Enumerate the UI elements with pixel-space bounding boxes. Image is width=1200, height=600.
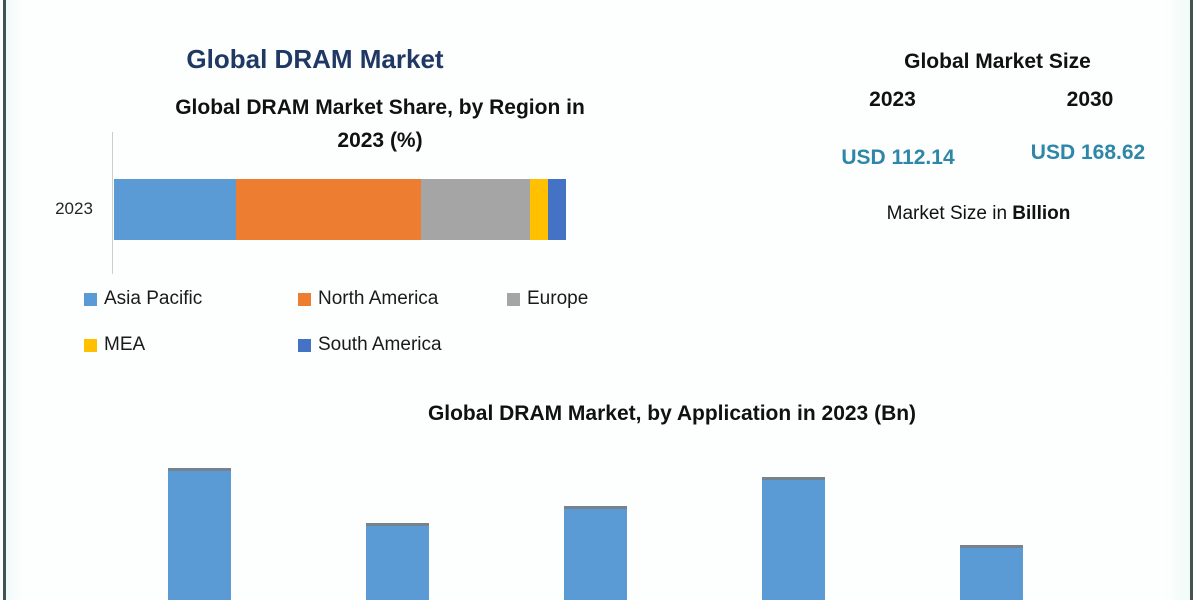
- legend-label-asia-pacific: Asia Pacific: [104, 288, 203, 309]
- market-size-title: Global Market Size: [904, 50, 1091, 73]
- application-bar-4: [761, 477, 825, 600]
- region-chart-title-line1: Global DRAM Market Share, by Region in: [175, 96, 585, 119]
- market-size-caption-prefix: Market Size in: [886, 203, 1013, 224]
- application-bar-1: [167, 468, 231, 600]
- legend-label-europe: Europe: [527, 288, 589, 309]
- right-frame-tint: [1166, 0, 1190, 600]
- legend-swatch-mea: [84, 339, 97, 352]
- region-chart-title: Global DRAM Market Share, by Region in 2…: [130, 91, 630, 157]
- legend-item-asia-pacific: Asia Pacific: [84, 288, 202, 310]
- market-size-year-2030: 2030: [1066, 88, 1114, 111]
- segment-mea: [529, 179, 548, 240]
- legend-swatch-north-america: [298, 293, 311, 306]
- legend-label-north-america: North America: [318, 288, 439, 309]
- market-size-year-2023: 2023: [869, 88, 916, 111]
- segment-asia-pacific: [114, 179, 237, 240]
- segment-europe: [421, 179, 530, 240]
- legend-swatch-europe: [507, 293, 520, 306]
- legend-item-north-america: North America: [298, 288, 438, 310]
- application-bar-5: [959, 545, 1023, 600]
- market-size-caption-unit: Billion: [1012, 203, 1071, 224]
- legend-label-mea: MEA: [104, 334, 146, 355]
- left-frame-tint: [6, 0, 22, 600]
- legend-swatch-south-america: [298, 339, 311, 352]
- application-bar-3: [563, 506, 627, 600]
- market-size-value-2023: USD 112.14: [841, 146, 955, 169]
- right-frame-line: [1190, 0, 1193, 600]
- region-chart-y-axis: [112, 132, 113, 274]
- region-stacked-bar: [114, 179, 566, 240]
- application-bar-2: [365, 523, 429, 600]
- left-frame-line: [3, 0, 6, 600]
- legend-label-south-america: South America: [318, 334, 442, 355]
- market-size-caption: Market Size in Billion: [826, 203, 1131, 225]
- market-size-value-2030: USD 168.62: [1030, 141, 1146, 164]
- application-chart-title: Global DRAM Market, by Application in 20…: [427, 402, 917, 425]
- region-chart-category-label: 2023: [55, 199, 93, 218]
- legend-item-mea: MEA: [84, 334, 145, 356]
- legend-item-europe: Europe: [507, 288, 588, 310]
- segment-north-america: [236, 179, 422, 240]
- legend-swatch-asia-pacific: [84, 293, 97, 306]
- segment-south-america: [547, 179, 566, 240]
- legend-item-south-america: South America: [298, 334, 442, 356]
- page-title: Global DRAM Market: [186, 44, 444, 74]
- region-chart-title-line2: 2023 (%): [337, 129, 423, 152]
